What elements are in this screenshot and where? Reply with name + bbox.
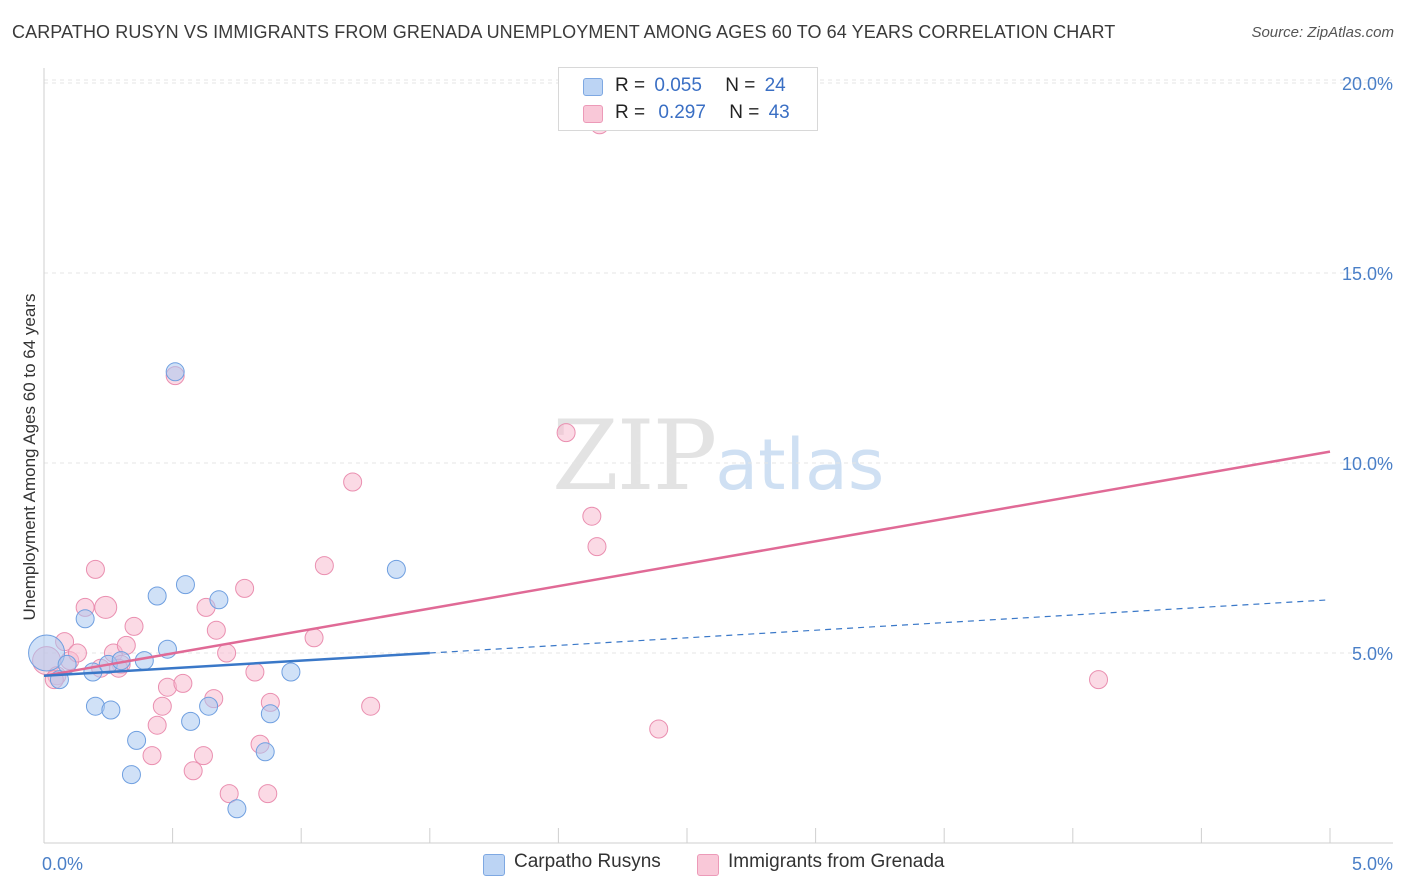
point-grenada-24 bbox=[219, 784, 239, 804]
point-grenada-25 bbox=[235, 578, 255, 598]
watermark: ZIPatlas bbox=[552, 400, 884, 512]
legend-swatch-pink bbox=[583, 105, 603, 123]
legend-swatch-grenada bbox=[697, 854, 719, 876]
point-carpatho-21 bbox=[260, 704, 280, 724]
point-carpatho-9 bbox=[121, 765, 141, 785]
y-tick-label-0: 5.0% bbox=[1352, 644, 1393, 664]
r-value: 0.055 bbox=[654, 75, 702, 96]
point-grenada-11 bbox=[124, 616, 144, 636]
r-value: 0.297 bbox=[658, 102, 706, 123]
point-grenada-26 bbox=[245, 662, 265, 682]
point-grenada-30 bbox=[304, 628, 324, 648]
n-label: N = bbox=[729, 102, 760, 123]
point-grenada-14 bbox=[152, 696, 172, 716]
point-grenada-33 bbox=[361, 696, 381, 716]
point-carpatho-7 bbox=[101, 700, 121, 720]
point-grenada-34 bbox=[556, 423, 576, 443]
legend-row-carpatho: R = 0.055 N = 24 bbox=[583, 75, 786, 97]
point-carpatho-12 bbox=[147, 586, 167, 606]
y-tick-label-2: 15.0% bbox=[1342, 264, 1393, 284]
correlation-legend: R = 0.055 N = 24 R = 0.297 N = 43 bbox=[558, 67, 818, 131]
point-grenada-13 bbox=[147, 715, 167, 735]
point-carpatho-3 bbox=[75, 609, 95, 629]
legend-swatch-blue bbox=[583, 78, 603, 96]
legend-label-carpatho: Carpatho Rusyns bbox=[514, 851, 661, 872]
point-grenada-38 bbox=[649, 719, 669, 739]
r-label: R = bbox=[615, 75, 646, 96]
point-grenada-19 bbox=[193, 746, 213, 766]
point-carpatho-10 bbox=[127, 730, 147, 750]
point-carpatho-16 bbox=[181, 711, 201, 731]
point-carpatho-23 bbox=[386, 559, 406, 579]
point-carpatho-18 bbox=[209, 590, 229, 610]
point-carpatho-14 bbox=[165, 362, 185, 382]
series-legend: Carpatho Rusyns Immigrants from Grenada bbox=[0, 851, 1406, 879]
point-grenada-31 bbox=[314, 556, 334, 576]
chart-title: CARPATHO RUSYN VS IMMIGRANTS FROM GRENAD… bbox=[12, 22, 1116, 42]
point-carpatho-15 bbox=[175, 575, 195, 595]
x-tick-label-0: 0.0% bbox=[42, 854, 83, 874]
source-credit: Source: ZipAtlas.com bbox=[1251, 24, 1394, 41]
point-carpatho-17 bbox=[199, 696, 219, 716]
point-carpatho-0 bbox=[28, 634, 66, 672]
trend-line-carpatho bbox=[43, 651, 430, 678]
point-grenada-7 bbox=[94, 595, 118, 619]
point-carpatho-19 bbox=[227, 799, 247, 819]
trend-line-grenada bbox=[43, 450, 1331, 678]
n-value: 43 bbox=[768, 102, 790, 123]
x-tick-label-1: 5.0% bbox=[1352, 854, 1393, 874]
n-value: 24 bbox=[764, 75, 786, 96]
y-tick-label-3: 20.0% bbox=[1342, 74, 1393, 94]
point-grenada-18 bbox=[183, 761, 203, 781]
point-grenada-23 bbox=[217, 643, 237, 663]
point-carpatho-22 bbox=[281, 662, 301, 682]
point-grenada-12 bbox=[142, 746, 162, 766]
legend-swatch-carpatho bbox=[483, 854, 505, 876]
watermark-zip: ZIP bbox=[552, 400, 717, 512]
point-grenada-35 bbox=[582, 506, 602, 526]
point-grenada-28 bbox=[258, 784, 278, 804]
legend-label-grenada: Immigrants from Grenada bbox=[728, 851, 945, 872]
r-label: R = bbox=[615, 102, 646, 123]
trend-dashed-carpatho bbox=[429, 599, 1331, 654]
n-label: N = bbox=[725, 75, 756, 96]
point-grenada-36 bbox=[587, 537, 607, 557]
point-grenada-22 bbox=[206, 620, 226, 640]
point-grenada-39 bbox=[1089, 670, 1109, 690]
legend-row-grenada: R = 0.297 N = 43 bbox=[583, 102, 790, 124]
point-grenada-6 bbox=[85, 559, 105, 579]
point-grenada-17 bbox=[173, 673, 193, 693]
point-grenada-32 bbox=[343, 472, 363, 492]
point-carpatho-20 bbox=[255, 742, 275, 762]
watermark-atlas: atlas bbox=[715, 424, 885, 506]
y-tick-label-1: 10.0% bbox=[1342, 454, 1393, 474]
